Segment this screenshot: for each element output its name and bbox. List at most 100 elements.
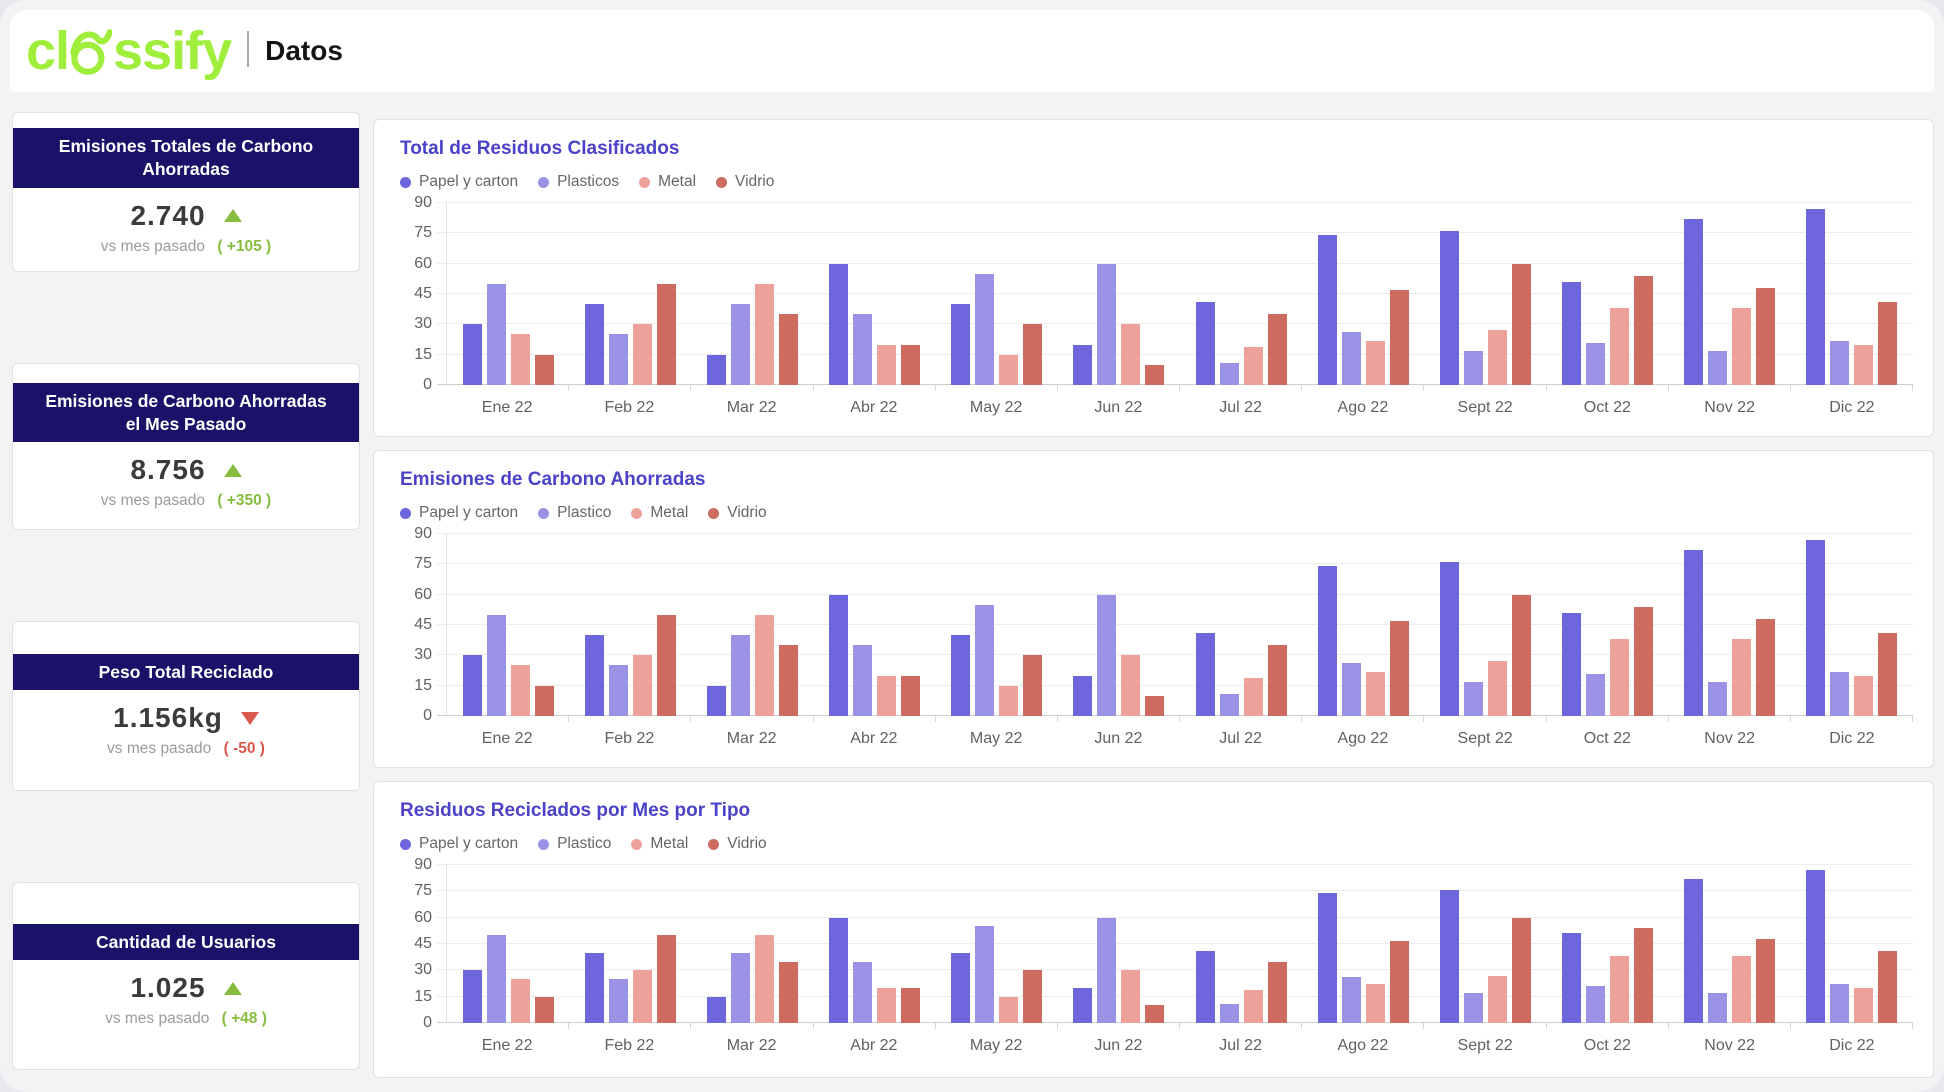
legend-item[interactable]: Vidrio: [716, 173, 774, 191]
bar[interactable]: [1586, 342, 1606, 385]
bar[interactable]: [754, 935, 774, 1023]
legend-item[interactable]: Metal: [631, 504, 688, 522]
bar[interactable]: [632, 655, 652, 716]
bar[interactable]: [1463, 681, 1483, 716]
bar[interactable]: [1365, 671, 1385, 716]
bar[interactable]: [1756, 287, 1776, 385]
bar[interactable]: [486, 935, 506, 1023]
bar[interactable]: [1732, 639, 1752, 716]
bar[interactable]: [1732, 308, 1752, 385]
bar[interactable]: [1439, 889, 1459, 1023]
bar[interactable]: [1634, 928, 1654, 1023]
bar[interactable]: [1463, 350, 1483, 385]
bar[interactable]: [1267, 314, 1287, 385]
bar[interactable]: [1756, 618, 1776, 716]
bar[interactable]: [1878, 302, 1898, 385]
bar[interactable]: [1073, 987, 1093, 1023]
bar[interactable]: [829, 594, 849, 716]
legend-item[interactable]: Papel y carton: [400, 504, 518, 522]
bar[interactable]: [1878, 633, 1898, 716]
bar[interactable]: [1854, 344, 1874, 385]
bar[interactable]: [1586, 673, 1606, 716]
bar[interactable]: [1267, 961, 1287, 1023]
bar[interactable]: [608, 979, 628, 1023]
bar[interactable]: [1073, 675, 1093, 716]
bar[interactable]: [462, 324, 482, 385]
legend-item[interactable]: Papel y carton: [400, 835, 518, 853]
bar[interactable]: [1341, 977, 1361, 1023]
bar[interactable]: [730, 952, 750, 1023]
bar[interactable]: [462, 655, 482, 716]
bar[interactable]: [1219, 693, 1239, 716]
bar[interactable]: [1756, 938, 1776, 1023]
bar[interactable]: [1684, 550, 1704, 716]
bar[interactable]: [1487, 975, 1507, 1023]
bar[interactable]: [1806, 540, 1826, 716]
bar[interactable]: [1145, 1005, 1165, 1023]
bar[interactable]: [706, 996, 726, 1023]
bar[interactable]: [656, 935, 676, 1023]
legend-item[interactable]: Plastico: [538, 504, 611, 522]
bar[interactable]: [853, 961, 873, 1023]
bar[interactable]: [1634, 275, 1654, 385]
bar[interactable]: [1878, 951, 1898, 1023]
bar[interactable]: [1195, 951, 1215, 1023]
bar[interactable]: [656, 283, 676, 385]
bar[interactable]: [1610, 308, 1630, 385]
bar[interactable]: [1732, 956, 1752, 1023]
bar[interactable]: [1073, 344, 1093, 385]
bar[interactable]: [1195, 302, 1215, 385]
legend-item[interactable]: Plasticos: [538, 173, 619, 191]
bar[interactable]: [1830, 340, 1850, 385]
bar[interactable]: [1708, 350, 1728, 385]
bar[interactable]: [462, 970, 482, 1023]
bar[interactable]: [1634, 606, 1654, 716]
bar[interactable]: [901, 344, 921, 385]
bar[interactable]: [829, 263, 849, 385]
bar[interactable]: [534, 354, 554, 385]
bar[interactable]: [1389, 940, 1409, 1023]
bar[interactable]: [1097, 594, 1117, 716]
bar[interactable]: [1806, 870, 1826, 1023]
bar[interactable]: [1511, 594, 1531, 716]
bar[interactable]: [584, 952, 604, 1023]
bar[interactable]: [975, 273, 995, 385]
bar[interactable]: [1195, 633, 1215, 716]
bar[interactable]: [1023, 655, 1043, 716]
bar[interactable]: [999, 996, 1019, 1023]
bar[interactable]: [486, 283, 506, 385]
bar[interactable]: [1243, 989, 1263, 1023]
bar[interactable]: [534, 996, 554, 1023]
bar[interactable]: [853, 314, 873, 385]
bar[interactable]: [1439, 562, 1459, 716]
bar[interactable]: [951, 304, 971, 385]
bar[interactable]: [853, 645, 873, 716]
bar[interactable]: [1610, 956, 1630, 1023]
bar[interactable]: [1145, 364, 1165, 385]
bar[interactable]: [632, 970, 652, 1023]
bar[interactable]: [1121, 655, 1141, 716]
bar[interactable]: [1708, 681, 1728, 716]
bar[interactable]: [951, 952, 971, 1023]
bar[interactable]: [1684, 879, 1704, 1023]
bar[interactable]: [1610, 639, 1630, 716]
bar[interactable]: [754, 283, 774, 385]
bar[interactable]: [901, 987, 921, 1023]
bar[interactable]: [1145, 695, 1165, 716]
bar[interactable]: [534, 685, 554, 716]
bar[interactable]: [632, 324, 652, 385]
bar[interactable]: [730, 635, 750, 716]
bar[interactable]: [1487, 330, 1507, 385]
bar[interactable]: [1854, 987, 1874, 1023]
bar[interactable]: [1365, 340, 1385, 385]
bar[interactable]: [877, 675, 897, 716]
bar[interactable]: [1097, 917, 1117, 1023]
bar[interactable]: [510, 334, 530, 385]
legend-item[interactable]: Vidrio: [708, 835, 767, 853]
bar[interactable]: [1562, 612, 1582, 716]
bar[interactable]: [1023, 324, 1043, 385]
bar[interactable]: [486, 614, 506, 716]
bar[interactable]: [510, 665, 530, 716]
bar[interactable]: [1562, 933, 1582, 1023]
bar[interactable]: [1317, 235, 1337, 385]
